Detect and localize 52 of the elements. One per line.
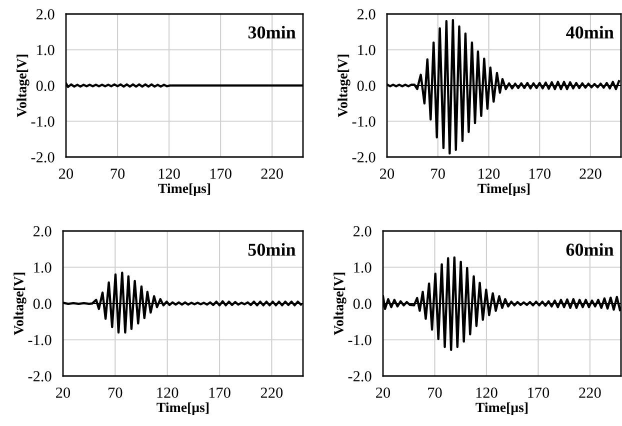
y-tick-label: -1.0 bbox=[352, 116, 376, 127]
x-tick-label: 120 bbox=[157, 388, 178, 398]
x-tick-label: 20 bbox=[59, 168, 74, 179]
y-tick-label: 2.0 bbox=[33, 226, 52, 237]
y-axis-title: Voltage[V] bbox=[14, 272, 26, 336]
y-tick-label: -2.0 bbox=[28, 371, 52, 382]
y-tick-label: 1.0 bbox=[37, 44, 54, 56]
y-tick-label: 2.0 bbox=[353, 226, 372, 237]
x-tick-label: 20 bbox=[376, 388, 390, 398]
annotation: 60min bbox=[566, 243, 614, 256]
x-tick-label: 170 bbox=[210, 168, 232, 179]
y-tick-label: -1.0 bbox=[28, 334, 52, 346]
x-tick-label: 20 bbox=[380, 168, 394, 179]
y-tick-label: 0.0 bbox=[353, 298, 372, 310]
x-tick-label: 20 bbox=[56, 388, 70, 398]
x-axis-title: Time[μs] bbox=[158, 183, 210, 196]
annotation: 50min bbox=[248, 243, 296, 256]
x-tick-label: 170 bbox=[528, 388, 550, 398]
x-tick-label: 220 bbox=[261, 168, 283, 179]
y-axis-title: Voltage[V] bbox=[16, 54, 30, 118]
x-tick-label: 70 bbox=[431, 168, 445, 179]
x-tick-label: 220 bbox=[579, 388, 601, 398]
x-tick-label: 170 bbox=[529, 168, 550, 179]
y-tick-label: 1.0 bbox=[354, 262, 372, 273]
x-tick-label: 120 bbox=[476, 388, 498, 398]
x-tick-label: 170 bbox=[209, 388, 230, 398]
y-tick-label: 0.0 bbox=[33, 298, 52, 310]
x-tick-label: 120 bbox=[158, 168, 180, 179]
y-tick-label: -1.0 bbox=[348, 334, 372, 346]
y-tick-label: 0.0 bbox=[357, 80, 376, 92]
y-tick-label: 1.0 bbox=[358, 44, 376, 56]
y-tick-label: -2.0 bbox=[352, 152, 376, 163]
y-tick-label: -2.0 bbox=[31, 152, 54, 163]
x-tick-label: 70 bbox=[110, 168, 125, 179]
x-tick-label: 70 bbox=[428, 388, 442, 398]
x-tick-label: 220 bbox=[580, 168, 602, 179]
x-tick-label: 220 bbox=[260, 388, 283, 398]
y-tick-label: -2.0 bbox=[348, 371, 372, 382]
y-tick-label: -1.0 bbox=[31, 116, 54, 127]
annotation: 40min bbox=[566, 26, 614, 39]
y-tick-label: 1.0 bbox=[34, 262, 52, 273]
x-tick-label: 70 bbox=[108, 388, 122, 398]
x-axis-title: Time[μs] bbox=[156, 402, 209, 415]
y-axis-title: Voltage[V] bbox=[334, 272, 346, 336]
x-tick-label: 120 bbox=[478, 168, 500, 179]
y-tick-label: 2.0 bbox=[357, 9, 376, 20]
y-tick-label: 2.0 bbox=[36, 9, 54, 20]
y-tick-label: 0.0 bbox=[36, 80, 54, 92]
x-axis-title: Time[μs] bbox=[476, 402, 528, 415]
x-axis-title: Time[μs] bbox=[478, 183, 530, 196]
annotation: 30min bbox=[248, 26, 296, 39]
y-axis-title: Voltage[V] bbox=[338, 54, 350, 118]
